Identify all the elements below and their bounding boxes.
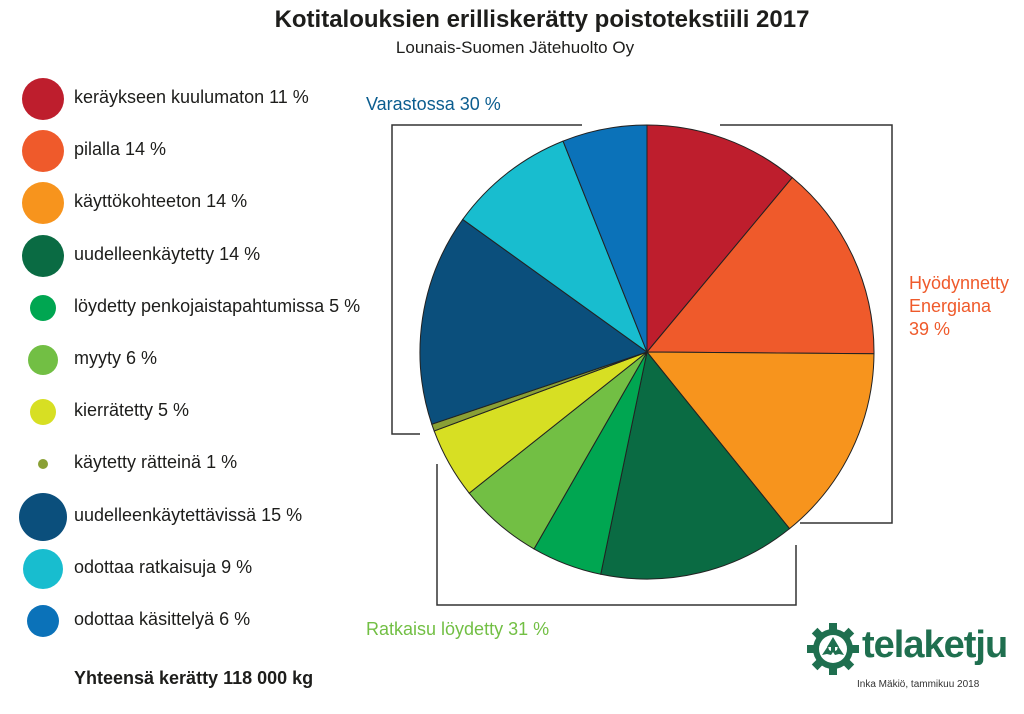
bracket-energy [720,124,893,524]
legend-item: keräykseen kuulumaton 11 % [0,74,400,124]
legend-label: uudelleenkäytettävissä 15 % [74,504,303,525]
legend-item: käytetty rätteinä 1 % [0,439,400,489]
legend-label: pilalla 14 % [74,139,167,160]
group-label-solution: Ratkaisu löydetty 31 % [366,619,550,639]
legend-item: odottaa käsittelyä 6 % [0,596,400,646]
legend-item: pilalla 14 % [0,126,400,176]
legend-item: löydetty penkojaistapahtumissa 5 % [0,283,400,333]
legend-swatch [22,234,64,277]
legend-label: odottaa ratkaisuja 9 % [74,556,253,577]
legend-label: uudelleenkäytetty 14 % [74,243,261,264]
legend-label: löydetty penkojaistapahtumissa 5 % [74,295,361,316]
recycle-gear-icon [807,623,859,675]
legend-item: uudelleenkäytettävissä 15 % [0,492,400,542]
group-label-energy: Hyödynnetty Energiana 39 % [909,273,1010,339]
legend-item: myyty 6 % [0,335,400,385]
pie-slice [646,124,794,354]
legend-label: käyttökohteeton 14 % [74,191,248,212]
pie-slice [645,176,875,355]
legend-item: kierrätetty 5 % [0,387,400,437]
pie-slice [645,351,875,530]
legend-swatch [23,548,63,589]
legend-swatch [30,399,56,426]
legend-swatch [22,182,64,225]
legend-item: uudelleenkäytetty 14 % [0,231,400,281]
legend-swatch [27,605,59,637]
legend-label: käytetty rätteinä 1 % [74,452,238,473]
pie-slice [419,218,649,425]
legend-label: kierrätetty 5 % [74,400,190,421]
total-label: Yhteensä kerätty 118 000 kg [74,668,314,688]
legend-swatch [28,345,58,375]
pie-slice [562,124,648,353]
legend-label: odottaa käsittelyä 6 % [74,609,251,629]
legend-swatch [22,130,64,173]
group-label-storage: Varastossa 30 % [366,94,501,114]
legend-swatch [38,459,48,470]
legend-item: käyttökohteeton 14 % [0,178,400,228]
legend-label: keräykseen kuulumaton 11 % [74,87,309,107]
legend-item: odottaa ratkaisuja 9 % [0,544,400,594]
legend-swatch [30,294,56,321]
chart-title: Kotitalouksien erilliskerätty poistoteks… [274,6,810,33]
legend-swatch [19,492,67,541]
chart-subtitle: Lounais-Suomen Jätehuolto Oy [395,38,635,57]
credit-text: Inka Mäkiö, tammikuu 2018 [857,679,980,690]
legend-swatch [22,78,64,120]
legend: keräykseen kuulumaton 11 % pilalla 14 % kä… [0,0,400,714]
pie-slice [462,140,649,354]
bracket-storage [391,124,582,435]
logo-text: telaketju [862,624,1008,666]
pie-slice [600,350,791,580]
bracket-solution [436,464,797,606]
legend-label: myyty 6 % [74,348,158,368]
